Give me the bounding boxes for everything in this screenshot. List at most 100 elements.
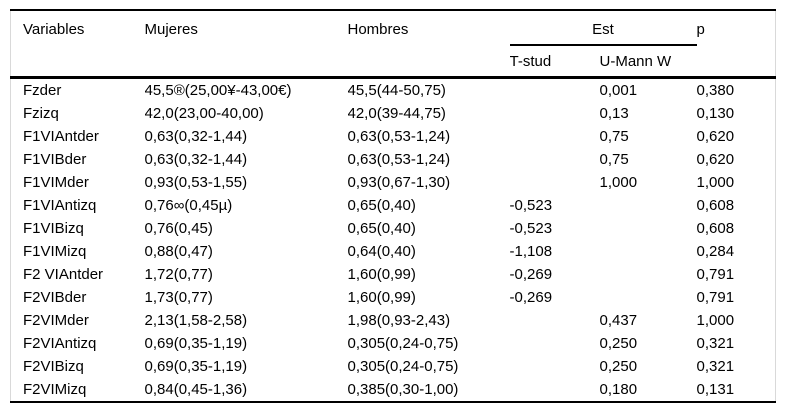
header-u-mann-w: U-Mann W bbox=[599, 53, 672, 70]
cell-variable: F1VIBizq bbox=[23, 220, 84, 237]
cell-variable: F2 VIAntder bbox=[23, 266, 104, 283]
table-row: F1VIBder 0,63(0,32-1,44) 0,63(0,53-1,24) 0,… bbox=[11, 148, 776, 171]
cell-mujeres: 1,73(0,77) bbox=[144, 289, 213, 306]
cell-mujeres: 0,93(0,53-1,55) bbox=[144, 174, 248, 191]
cell-t-stud: -0,269 bbox=[509, 289, 553, 306]
header-t-stud: T-stud bbox=[509, 53, 552, 70]
cell-hombres: 45,5(44-50,75) bbox=[347, 82, 446, 99]
cell-p: 0,620 bbox=[696, 151, 735, 168]
cell-mujeres: 0,88(0,47) bbox=[144, 243, 213, 260]
cell-mujeres: 0,63(0,32-1,44) bbox=[144, 128, 248, 145]
table-row: F2VIMder 2,13(1,58-2,58) 1,98(0,93-2,43) 0,… bbox=[11, 309, 776, 332]
cell-mujeres: 42,0(23,00-40,00) bbox=[144, 105, 264, 122]
cell-t-stud: -1,108 bbox=[509, 243, 553, 260]
cell-t-stud bbox=[510, 309, 600, 332]
cell-u-mann: 0,75 bbox=[599, 151, 629, 168]
cell-hombres: 0,65(0,40) bbox=[347, 220, 416, 237]
cell-variable: F1VIAntder bbox=[23, 128, 99, 145]
cell-t-stud bbox=[510, 171, 600, 194]
table-row: F2VIMizq 0,84(0,45-1,36) 0,385(0,30-1,00) 0… bbox=[11, 378, 776, 402]
cell-mujeres: 0,76(0,45) bbox=[144, 220, 213, 237]
cell-variable: F2VIAntizq bbox=[23, 335, 97, 352]
cell-mujeres: 0,69(0,35-1,19) bbox=[144, 358, 248, 375]
cell-p: 0,791 bbox=[696, 289, 735, 306]
cell-t-stud bbox=[510, 125, 600, 148]
cell-t-stud bbox=[510, 148, 600, 171]
cell-u-mann: 0,75 bbox=[599, 128, 629, 145]
header-row-main: Variables Mujeres Hombres Est p bbox=[11, 10, 776, 46]
cell-variable: Fzder bbox=[23, 82, 62, 99]
statistics-table: Variables Mujeres Hombres Est p T-stud U… bbox=[10, 9, 776, 403]
table-row: F1VIAntder 0,63(0,32-1,44) 0,63(0,53-1,24)… bbox=[11, 125, 776, 148]
cell-t-stud bbox=[510, 378, 600, 402]
cell-hombres: 0,65(0,40) bbox=[347, 197, 416, 214]
cell-hombres: 0,63(0,53-1,24) bbox=[347, 128, 451, 145]
cell-t-stud bbox=[510, 332, 600, 355]
header-est: Est bbox=[509, 10, 697, 46]
cell-variable: F2VIBizq bbox=[23, 358, 84, 375]
cell-u-mann bbox=[600, 217, 697, 240]
table-header: Variables Mujeres Hombres Est p T-stud U… bbox=[10, 10, 776, 78]
cell-p: 0,791 bbox=[696, 266, 735, 283]
cell-variable: F1VIBder bbox=[23, 151, 87, 168]
cell-u-mann: 0,437 bbox=[599, 312, 638, 329]
table-row: Fzder 45,5®(25,00¥-43,00€) 45,5(44-50,75) 0… bbox=[11, 78, 776, 103]
cell-mujeres: 0,69(0,35-1,19) bbox=[144, 335, 248, 352]
cell-t-stud bbox=[510, 78, 600, 103]
cell-t-stud: -0,523 bbox=[509, 197, 553, 214]
cell-hombres: 0,385(0,30-1,00) bbox=[347, 381, 459, 398]
cell-u-mann: 0,180 bbox=[599, 381, 638, 398]
cell-hombres: 1,98(0,93-2,43) bbox=[347, 312, 451, 329]
cell-hombres: 0,305(0,24-0,75) bbox=[347, 358, 459, 375]
cell-hombres: 0,305(0,24-0,75) bbox=[347, 335, 459, 352]
header-row-sub: T-stud U-Mann W bbox=[11, 45, 776, 78]
cell-p: 0,284 bbox=[696, 243, 735, 260]
header-hombres: Hombres bbox=[347, 21, 409, 38]
table-row: F2VIBder 1,73(0,77) 1,60(0,99) -0,269 0,791 bbox=[11, 286, 776, 309]
cell-variable: F2VIMizq bbox=[23, 381, 87, 398]
cell-u-mann: 0,250 bbox=[599, 358, 638, 375]
cell-variable: F1VIMder bbox=[23, 174, 89, 191]
cell-u-mann: 0,13 bbox=[599, 105, 629, 122]
header-mujeres: Mujeres bbox=[144, 21, 198, 38]
table-row: F2 VIAntder 1,72(0,77) 1,60(0,99) -0,269 0,7… bbox=[11, 263, 776, 286]
cell-t-stud bbox=[510, 355, 600, 378]
header-variables: Variables bbox=[23, 21, 85, 38]
cell-p: 0,321 bbox=[696, 358, 735, 375]
cell-hombres: 1,60(0,99) bbox=[347, 289, 416, 306]
cell-variable: F2VIMder bbox=[23, 312, 89, 329]
cell-mujeres: 1,72(0,77) bbox=[144, 266, 213, 283]
cell-p: 0,608 bbox=[696, 197, 735, 214]
table-body: Fzder 45,5®(25,00¥-43,00€) 45,5(44-50,75) 0… bbox=[10, 78, 776, 402]
table-row: F1VIBizq 0,76(0,45) 0,65(0,40) -0,523 0,608 bbox=[11, 217, 776, 240]
table-row: F1VIAntizq 0,76∞(0,45µ) 0,65(0,40) -0,523 0,… bbox=[11, 194, 776, 217]
cell-t-stud: -0,523 bbox=[509, 220, 553, 237]
cell-hombres: 1,60(0,99) bbox=[347, 266, 416, 283]
cell-variable: Fzizq bbox=[23, 105, 59, 122]
cell-u-mann: 1,000 bbox=[599, 174, 638, 191]
table-row: F2VIAntizq 0,69(0,35-1,19) 0,305(0,24-0,75… bbox=[11, 332, 776, 355]
table-row: F1VIMder 0,93(0,53-1,55) 0,93(0,67-1,30) 1,… bbox=[11, 171, 776, 194]
cell-variable: F2VIBder bbox=[23, 289, 87, 306]
cell-hombres: 0,64(0,40) bbox=[347, 243, 416, 260]
cell-p: 0,608 bbox=[696, 220, 735, 237]
cell-variable: F1VIMizq bbox=[23, 243, 87, 260]
cell-p: 0,380 bbox=[696, 82, 735, 99]
cell-u-mann bbox=[600, 240, 697, 263]
cell-u-mann bbox=[600, 286, 697, 309]
cell-mujeres: 2,13(1,58-2,58) bbox=[144, 312, 248, 329]
cell-t-stud bbox=[510, 102, 600, 125]
cell-mujeres: 45,5®(25,00¥-43,00€) bbox=[144, 82, 292, 99]
header-p: p bbox=[696, 21, 705, 38]
cell-variable: F1VIAntizq bbox=[23, 197, 97, 214]
cell-mujeres: 0,63(0,32-1,44) bbox=[144, 151, 248, 168]
cell-u-mann: 0,250 bbox=[599, 335, 638, 352]
cell-u-mann bbox=[600, 194, 697, 217]
cell-p: 0,131 bbox=[696, 381, 735, 398]
cell-t-stud: -0,269 bbox=[509, 266, 553, 283]
cell-p: 0,321 bbox=[696, 335, 735, 352]
cell-hombres: 42,0(39-44,75) bbox=[347, 105, 446, 122]
table-row: F1VIMizq 0,88(0,47) 0,64(0,40) -1,108 0,284 bbox=[11, 240, 776, 263]
table-row: F2VIBizq 0,69(0,35-1,19) 0,305(0,24-0,75) 0… bbox=[11, 355, 776, 378]
